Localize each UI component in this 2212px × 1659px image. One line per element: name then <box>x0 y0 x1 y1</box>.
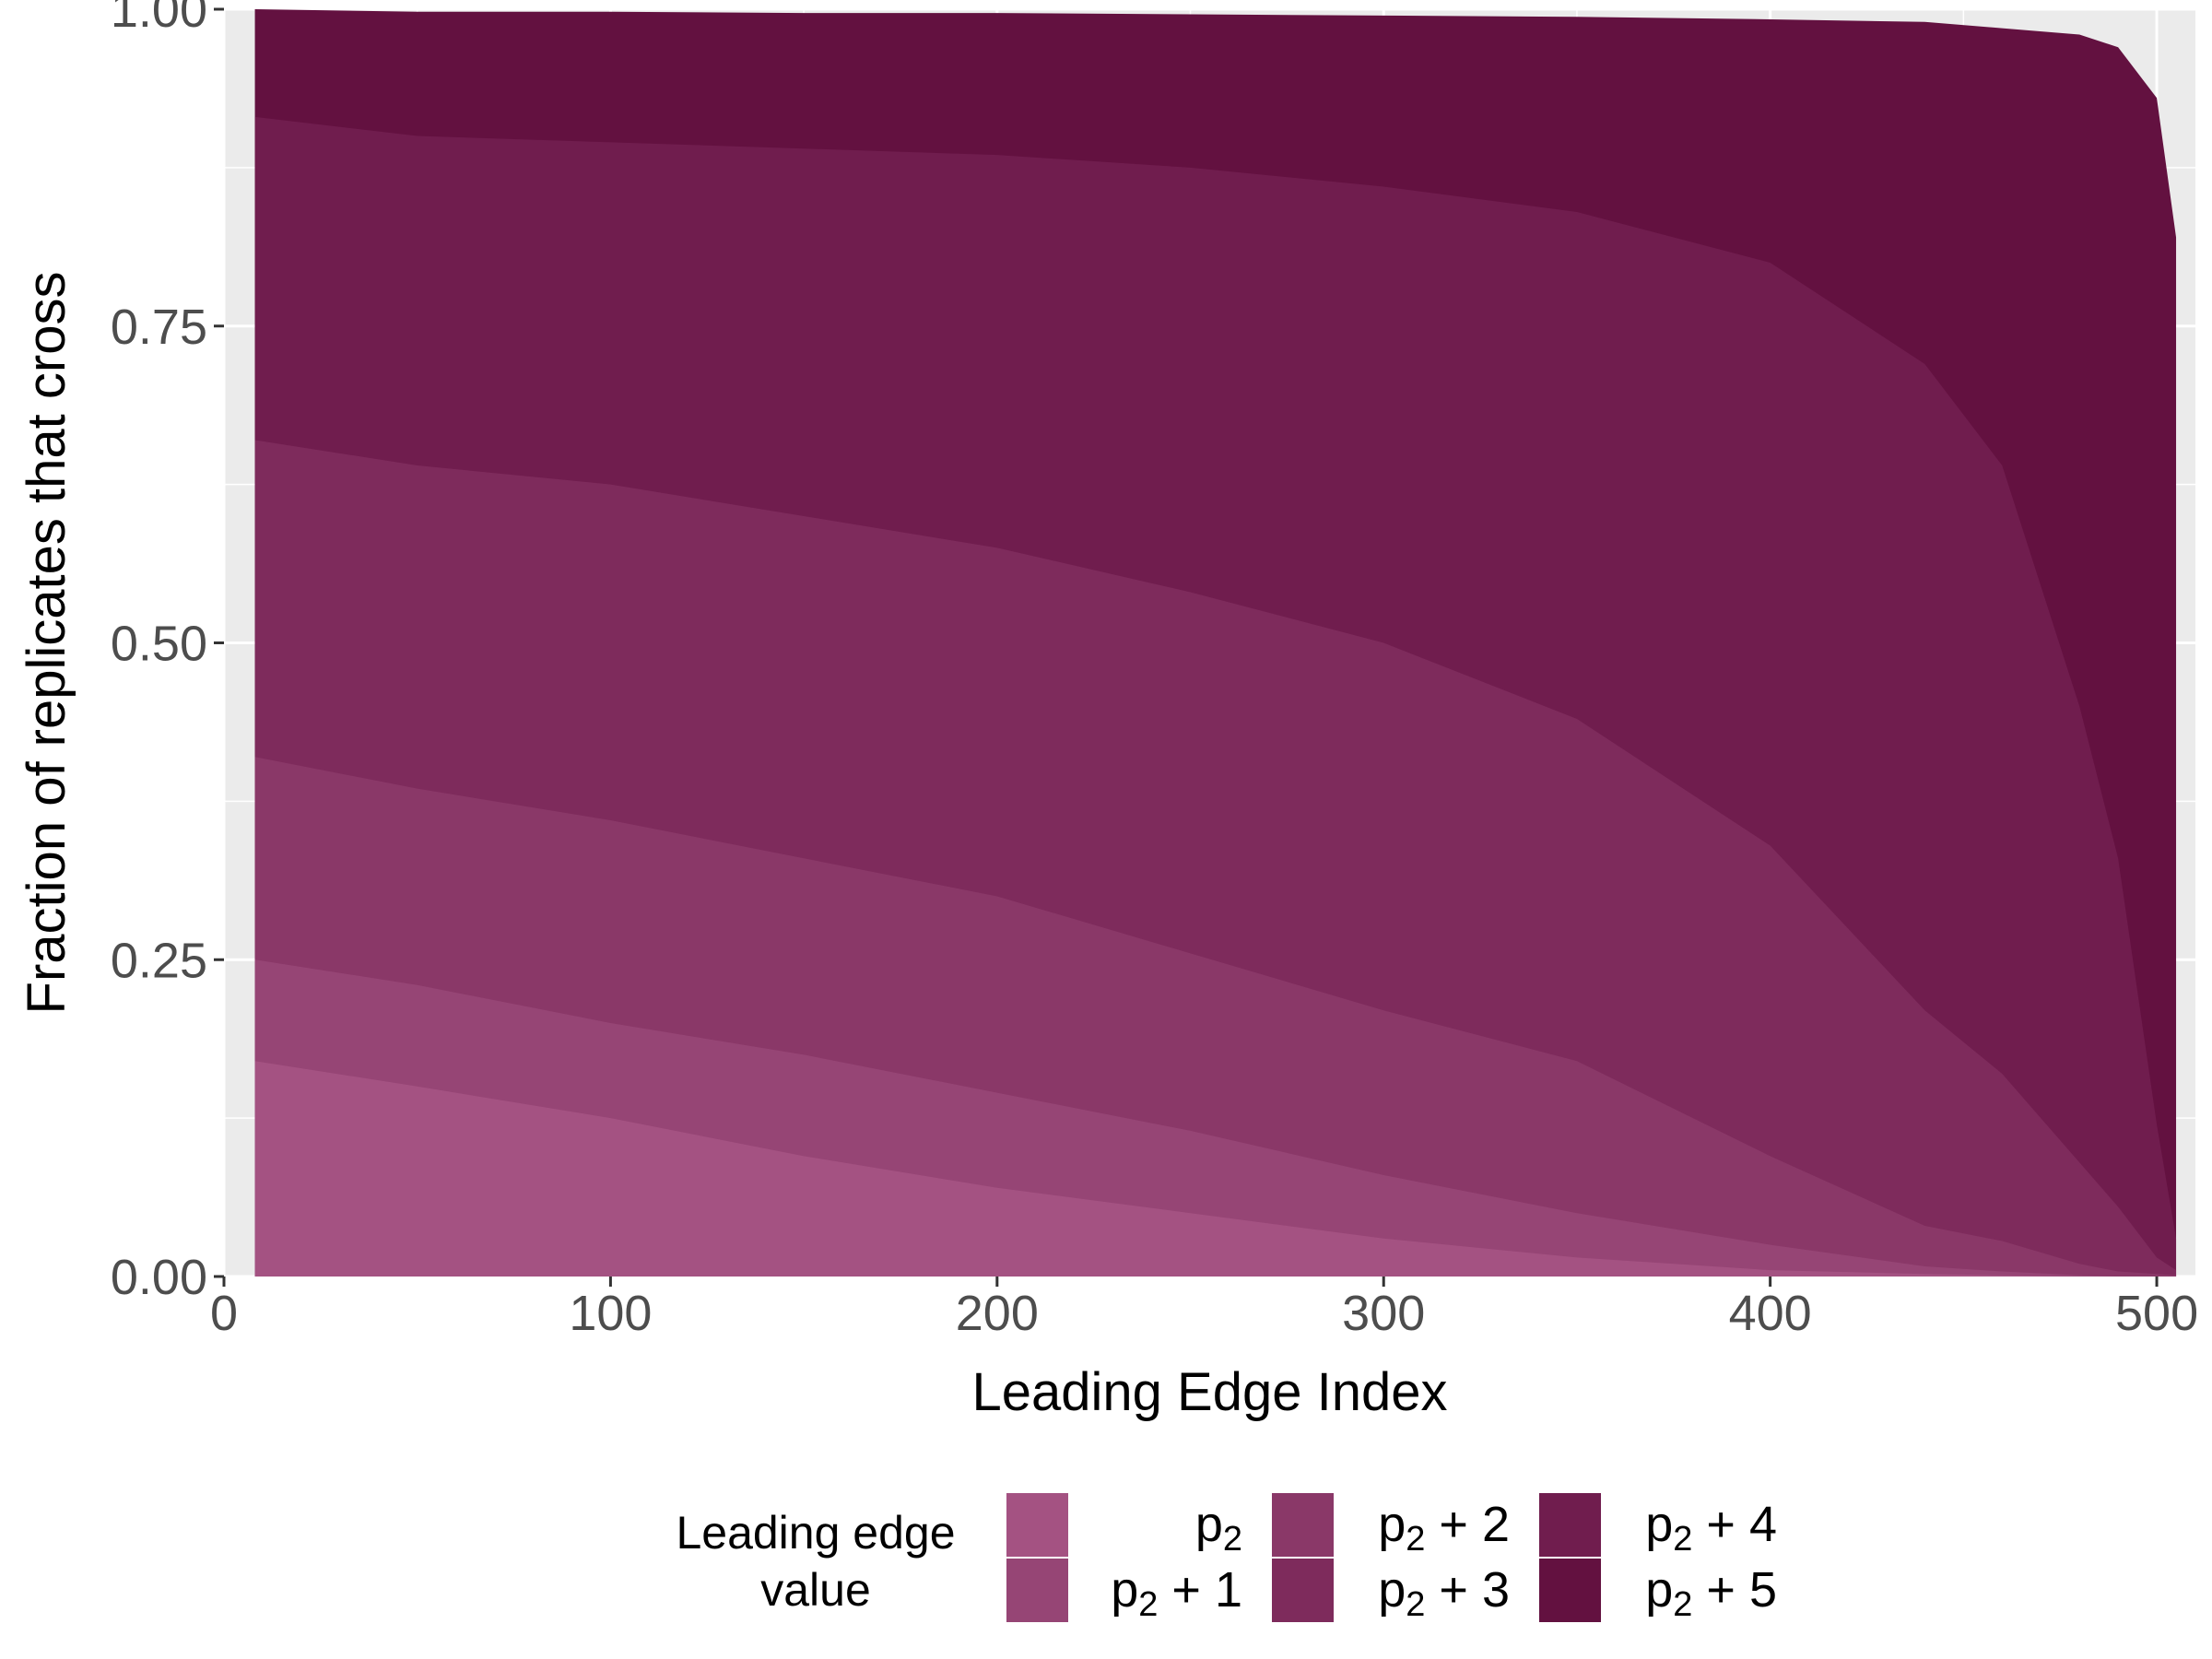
x-tick-label: 500 <box>2115 1286 2198 1341</box>
legend-key <box>1006 1493 1068 1557</box>
x-tick-label: 300 <box>1342 1286 1425 1341</box>
x-axis-title: Leading Edge Index <box>972 1362 1448 1422</box>
legend-key <box>1272 1559 1334 1622</box>
y-tick-label: 0.00 <box>111 1250 207 1305</box>
legend-title-line-1: Leading edge <box>676 1507 955 1559</box>
y-tick-label: 0.50 <box>111 617 207 672</box>
y-tick-label: 0.75 <box>111 300 207 355</box>
y-tick-label: 0.25 <box>111 933 207 988</box>
x-tick-label: 400 <box>1729 1286 1812 1341</box>
x-tick-label: 0 <box>210 1286 238 1341</box>
legend-key <box>1272 1493 1334 1557</box>
x-tick-label: 100 <box>569 1286 652 1341</box>
legend-label: p2 + 4 <box>1645 1497 1777 1559</box>
legend-key <box>1539 1559 1601 1622</box>
y-tick-label: 1.00 <box>111 0 207 38</box>
legend-label: p2 + 5 <box>1645 1562 1777 1624</box>
legend-label: p2 + 1 <box>1111 1562 1242 1624</box>
y-axis-title: Fraction of replicates that cross <box>17 272 76 1015</box>
legend-title-line-2: value <box>760 1564 871 1616</box>
y-axis: 0.00 0.25 0.50 0.75 1.00 <box>111 0 224 1305</box>
legend-label: p2 + 3 <box>1378 1562 1510 1624</box>
x-axis: 0 100 200 300 400 500 <box>210 1277 2198 1341</box>
x-tick-label: 200 <box>956 1286 1039 1341</box>
legend-label: p2 + 2 <box>1378 1497 1510 1559</box>
area-series <box>254 9 2177 1277</box>
legend-label: p2 <box>1195 1497 1242 1559</box>
legend-key <box>1006 1559 1068 1622</box>
area-series-p2-0 <box>254 1061 2177 1277</box>
legend-key <box>1539 1493 1601 1557</box>
